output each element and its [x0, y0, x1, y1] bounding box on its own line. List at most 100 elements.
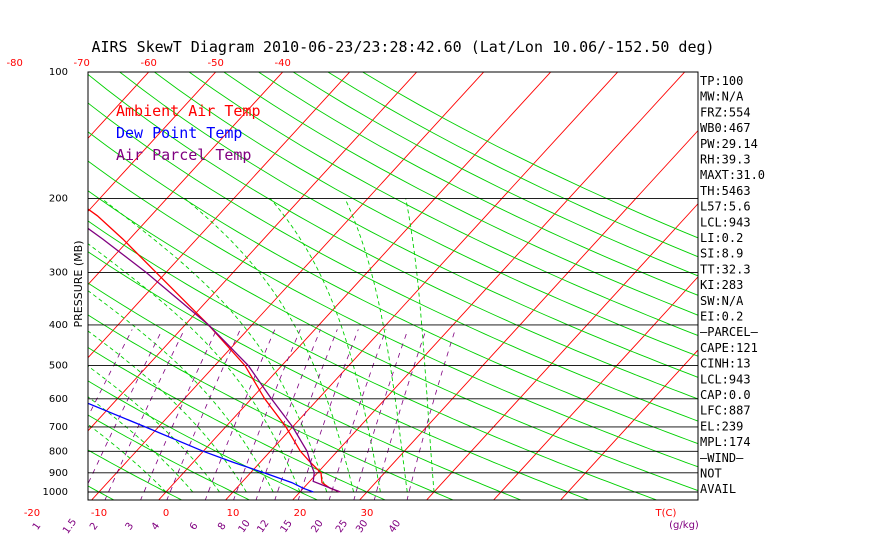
stability-index-entry: EI:0.2 — [700, 310, 743, 324]
top-temperature-tick-label: -50 — [208, 58, 224, 69]
mixing-ratio-line — [255, 329, 321, 500]
stability-index-entry: AVAIL — [700, 482, 736, 496]
moist-adiabat-line — [88, 365, 220, 493]
pressure-tick-label: 100 — [49, 67, 68, 78]
dry-adiabat-line — [258, 72, 698, 296]
pressure-tick-label: 900 — [49, 468, 68, 479]
dry-adiabat-line — [119, 72, 698, 378]
stability-index-entry: L57:5.6 — [700, 200, 751, 214]
stability-index-entry: SW:N/A — [700, 294, 744, 308]
dry-adiabat-line — [88, 220, 658, 500]
mixing-ratio-tick-label: 20 — [309, 518, 325, 535]
pressure-tick-label: 200 — [49, 193, 68, 204]
mixing-ratio-line — [373, 329, 427, 500]
mixing-ratio-tick-label: 30 — [354, 518, 370, 535]
isotherm-line — [88, 72, 418, 432]
series-line — [88, 402, 314, 493]
pressure-tick-label: 300 — [49, 267, 68, 278]
moist-adiabat-line — [184, 198, 355, 493]
dry-adiabat-lines — [0, 72, 698, 501]
moist-adiabat-line — [88, 396, 194, 493]
pressure-tick-label: 600 — [49, 394, 68, 405]
isotherm-line — [88, 72, 284, 286]
series-line — [88, 227, 341, 493]
stability-index-entry: TP:100 — [700, 74, 743, 88]
pressure-tick-labels: 100 200 300 400 500 600 700 800 900 1000 — [43, 67, 68, 498]
isotherm-line — [158, 72, 552, 500]
dry-adiabat-line — [88, 131, 698, 445]
mixing-ratio-line — [353, 329, 409, 500]
mixing-ratio-line — [88, 329, 133, 418]
dry-adiabat-line — [188, 72, 698, 337]
mixing-ratio-line — [140, 329, 217, 500]
legend-entry: Dew Point Temp — [116, 124, 242, 142]
dry-adiabat-line — [327, 72, 698, 258]
dry-adiabat-line — [88, 190, 698, 492]
mixing-ratio-line — [406, 329, 456, 500]
stability-index-entry: LFC:887 — [700, 404, 751, 418]
dry-adiabat-line — [88, 380, 319, 500]
moist-adiabat-line — [88, 423, 167, 493]
stability-index-entry: RH:39.3 — [700, 153, 751, 167]
series-line — [88, 208, 341, 493]
top-temperature-tick-label: -80 — [7, 58, 23, 69]
isotherm-line — [292, 72, 686, 500]
mixing-ratio-line — [233, 329, 301, 500]
dry-adiabat-line — [223, 72, 698, 316]
stability-index-entry: TT:32.3 — [700, 262, 751, 276]
stability-index-entry: FRZ:554 — [700, 105, 751, 119]
dry-adiabat-line — [154, 72, 698, 357]
mixing-ratio-line — [297, 329, 359, 500]
stability-index-entry: LI:0.2 — [700, 231, 743, 245]
stability-index-entry: PW:29.14 — [700, 137, 758, 151]
dry-adiabat-line — [88, 449, 183, 500]
moist-adiabat-line — [101, 198, 328, 493]
stability-index-entry: LCL:943 — [700, 372, 751, 386]
stability-index-entry: SI:8.9 — [700, 247, 743, 261]
isotherm-line — [88, 72, 217, 213]
stability-index-entry: CINH:13 — [700, 357, 751, 371]
bottom-temperature-tick-label: -10 — [91, 508, 107, 519]
mixing-ratio-unit-label: (g/kg) — [669, 520, 699, 531]
dry-adiabat-line — [292, 72, 698, 277]
pressure-tick-label: 700 — [49, 422, 68, 433]
temperature-unit-label: T(C) — [655, 508, 677, 519]
isotherm-line — [560, 349, 698, 500]
mixing-ratio-line — [166, 329, 241, 500]
stability-index-entry: EL:239 — [700, 419, 743, 433]
dry-adiabat-line — [88, 314, 455, 500]
stability-index-entry: –PARCEL– — [700, 325, 759, 339]
mixing-ratio-line — [204, 329, 276, 500]
isotherm-line — [0, 63, 23, 501]
dry-adiabat-line — [88, 73, 698, 400]
dry-adiabat-line — [88, 414, 251, 500]
isotherm-line — [91, 72, 485, 500]
mixing-ratio-tick-label: 1 — [31, 521, 44, 533]
stability-index-entry: –WIND– — [700, 451, 744, 465]
bottom-temperature-tick-label: 20 — [294, 508, 307, 519]
mixing-ratio-tick-label: 1.5 — [61, 517, 79, 536]
bottom-temperature-tick-label: -20 — [24, 508, 40, 519]
mixing-ratio-tick-label: 15 — [279, 518, 295, 535]
mixing-ratio-line — [0, 329, 24, 501]
mixing-ratio-line — [88, 329, 163, 485]
isotherm-line — [88, 72, 150, 139]
isotherm-line — [359, 129, 698, 500]
mixing-ratio-tick-label: 12 — [255, 518, 271, 535]
isotherm-line — [426, 203, 698, 500]
stability-index-entry: CAP:0.0 — [700, 388, 751, 402]
isotherm-line — [493, 276, 698, 500]
stability-index-entry: MW:N/A — [700, 90, 744, 104]
stability-index-entry: MAXT:31.0 — [700, 168, 765, 182]
bottom-temperature-tick-label: 0 — [163, 508, 169, 519]
mixing-ratio-tick-label: 25 — [334, 518, 350, 535]
mixing-ratio-line — [0, 329, 83, 501]
mixing-ratio-tick-label: 2 — [88, 521, 101, 533]
top-temperature-tick-labels: -120-110-100-90-80-70-60-50-40 — [7, 58, 291, 69]
dry-adiabat-line — [0, 72, 48, 501]
stability-index-entry: NOT — [700, 467, 722, 481]
